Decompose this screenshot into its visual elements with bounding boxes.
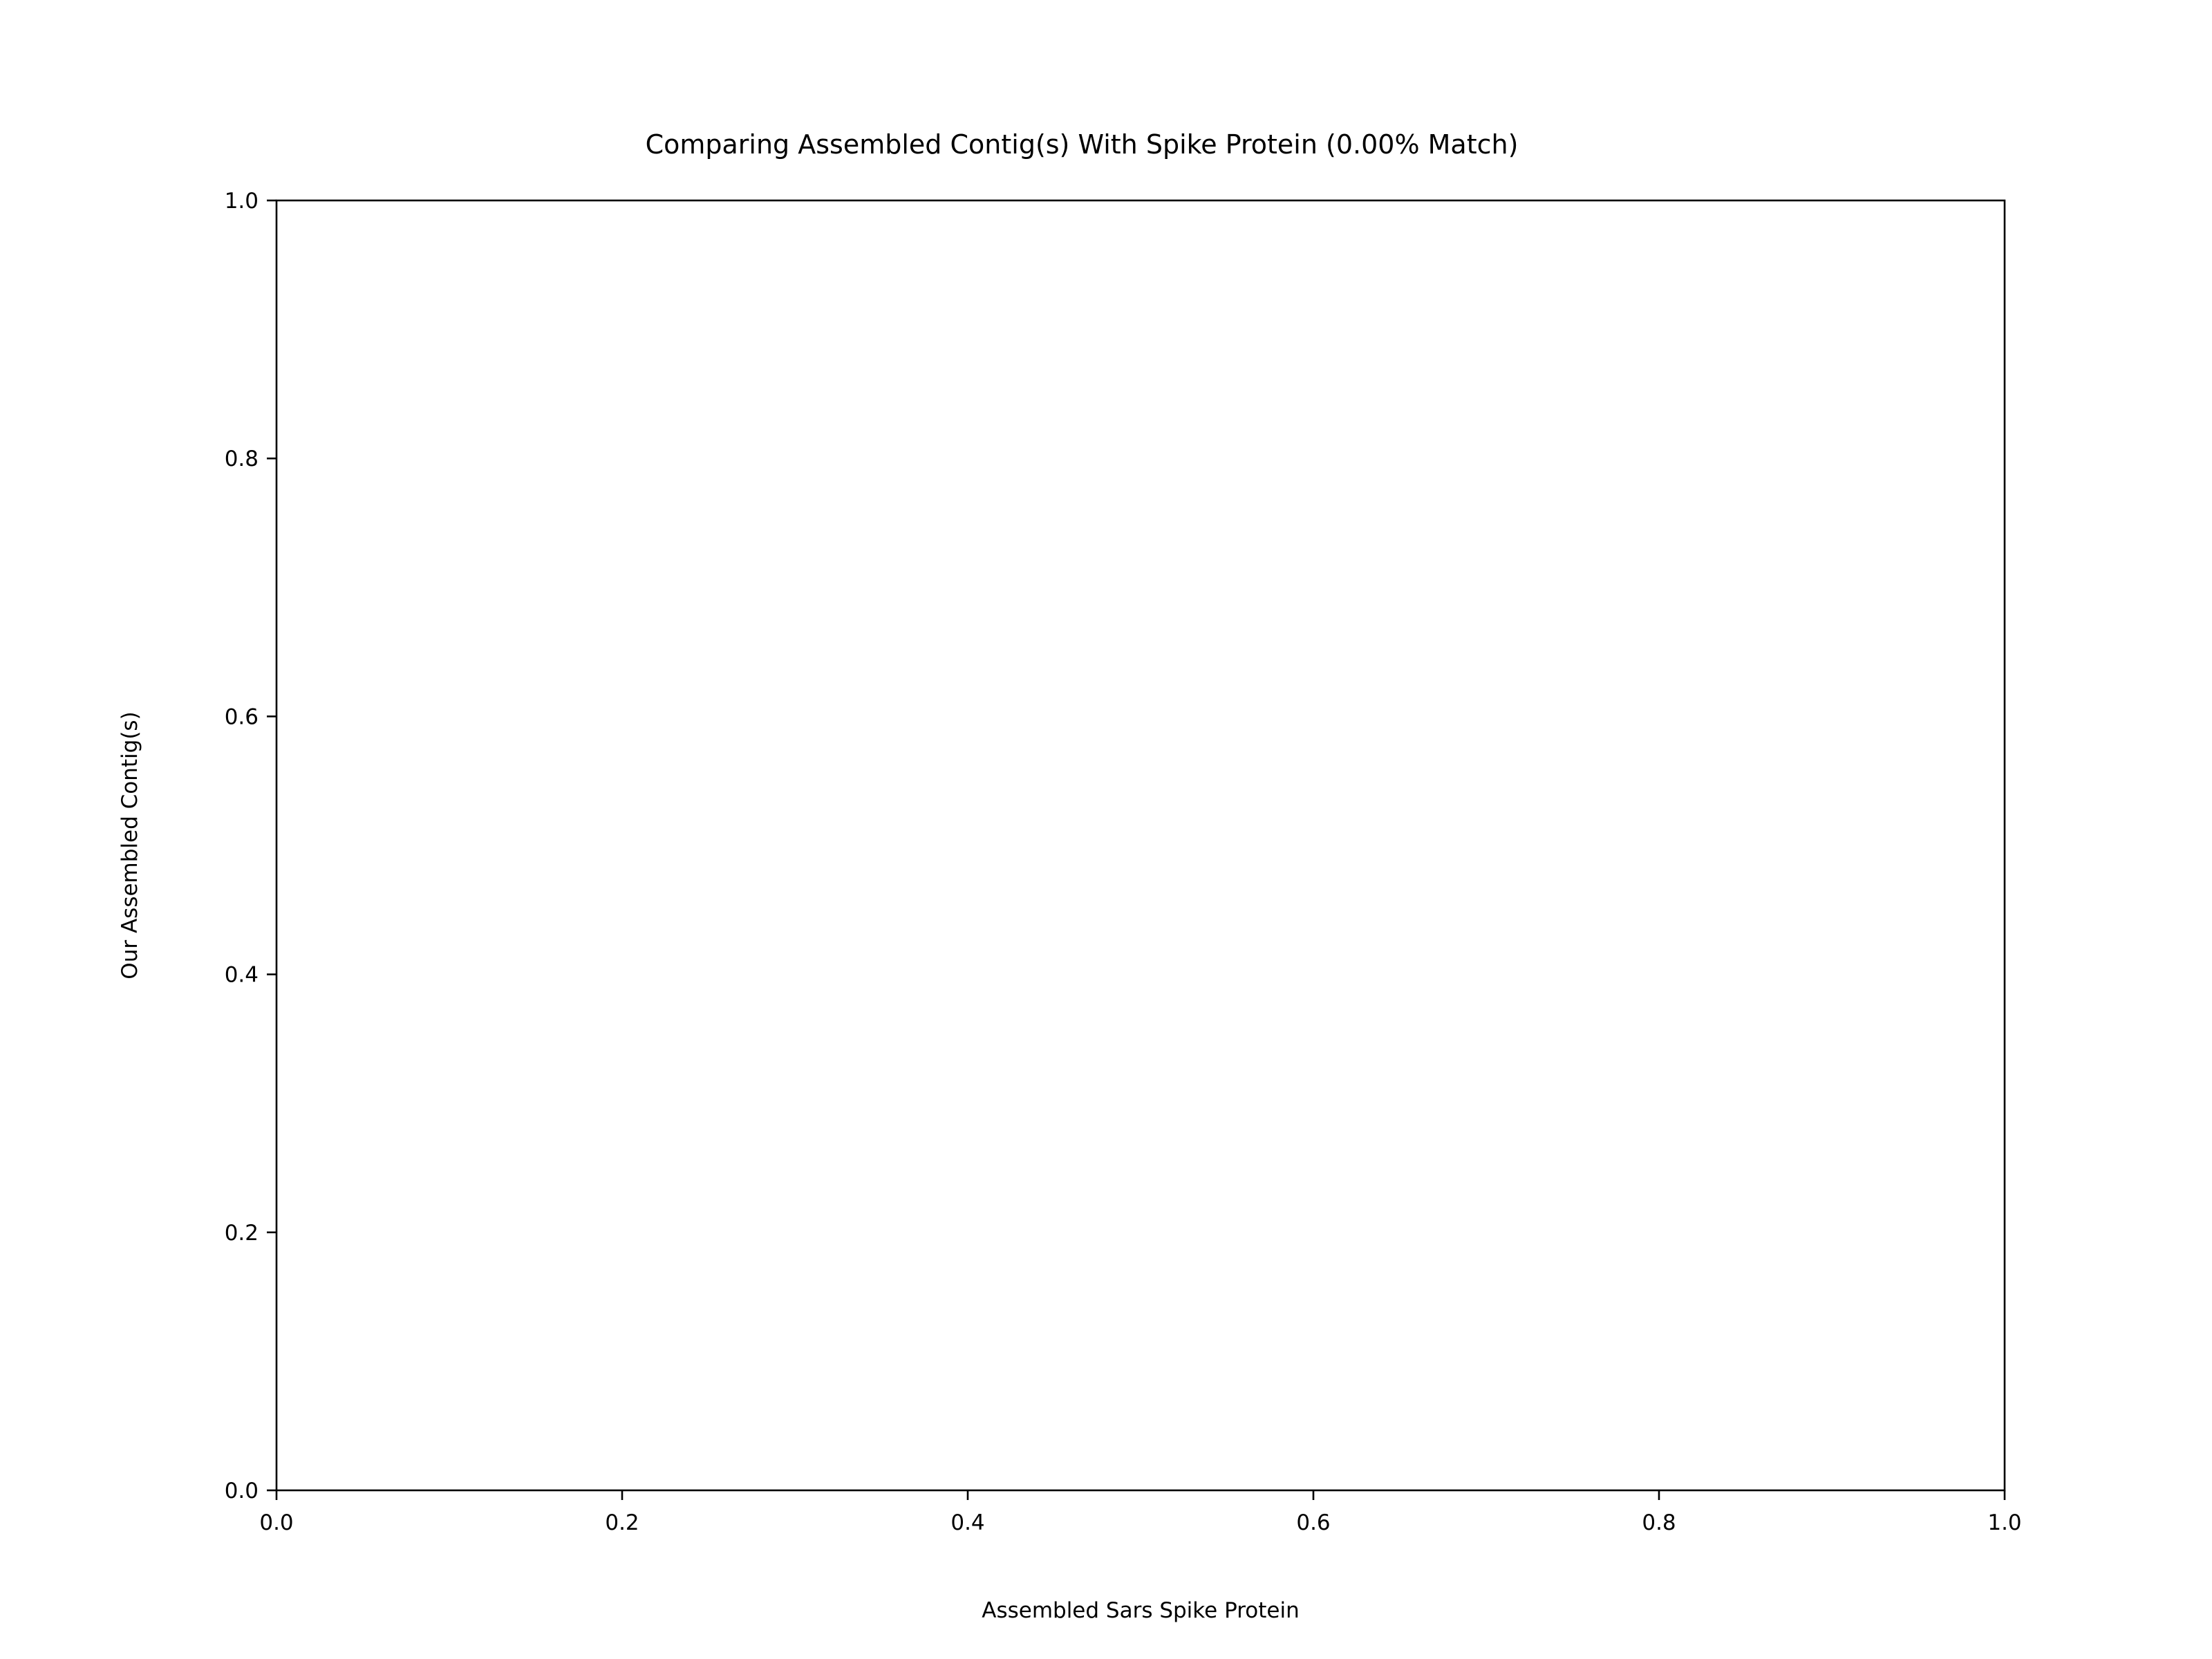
x-axis-ticks: 0.0 0.2 0.4 0.6 0.8 1.0 (259, 1490, 2022, 1535)
x-tick-label: 0.2 (605, 1510, 639, 1535)
y-axis-label: Our Assembled Contig(s) (118, 711, 142, 979)
y-tick-label: 0.0 (225, 1479, 259, 1503)
y-tick-label: 0.6 (225, 704, 259, 729)
y-tick-label: 1.0 (225, 189, 259, 214)
x-tick-label: 0.6 (1296, 1510, 1330, 1535)
x-tick-label: 0.8 (1642, 1510, 1676, 1535)
y-tick-label: 0.2 (225, 1221, 259, 1246)
x-axis-label: Assembled Sars Spike Protein (982, 1598, 1300, 1623)
x-tick-label: 0.4 (950, 1510, 984, 1535)
y-tick-label: 0.8 (225, 447, 259, 471)
x-tick-label: 1.0 (1987, 1510, 2021, 1535)
x-tick-label: 0.0 (259, 1510, 293, 1535)
chart-title: Comparing Assembled Contig(s) With Spike… (646, 129, 1519, 160)
y-tick-label: 0.4 (225, 963, 259, 988)
y-axis-ticks: 0.0 0.2 0.4 0.6 0.8 1.0 (225, 189, 276, 1503)
plot-frame (275, 199, 2006, 1492)
